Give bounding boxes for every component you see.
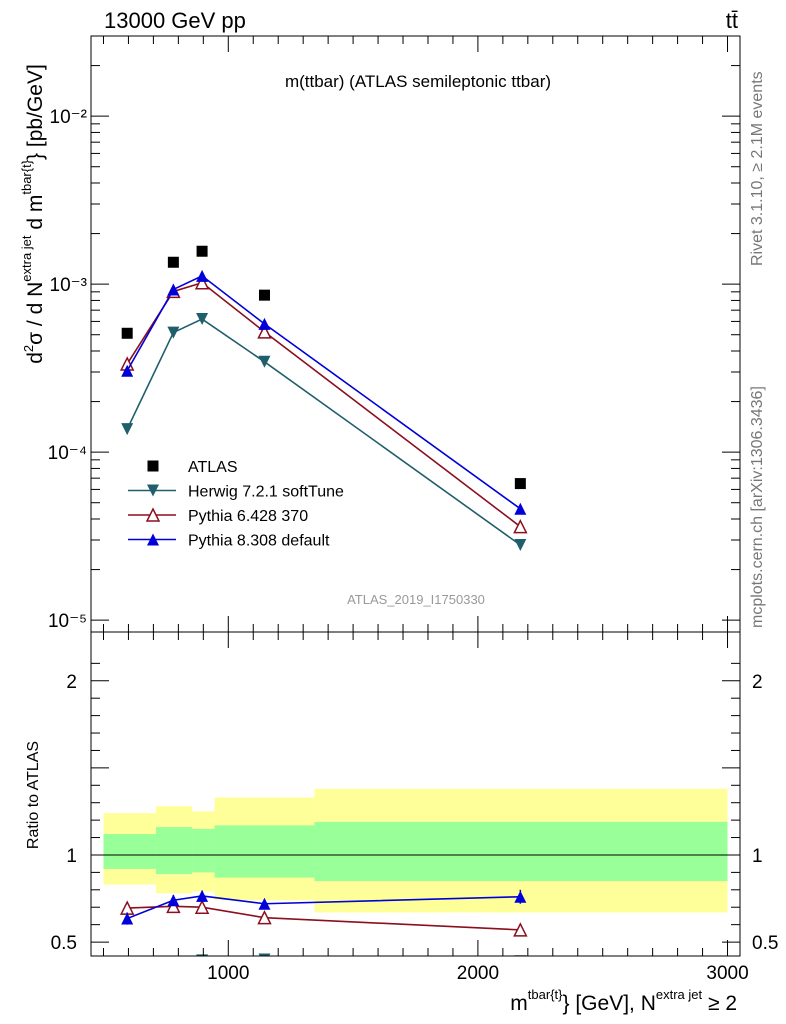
main-panel: m(ttbar) (ATLAS semileptonic ttbar) ATLA… (19, 35, 741, 633)
data-point (196, 313, 209, 326)
data-point (167, 326, 180, 339)
data-point (194, 275, 210, 290)
x-axis-label: mtbar{t}} [GeV], Nextra jet ≥ 2 (510, 987, 737, 1015)
ratio-series (119, 889, 528, 988)
ratio-point (121, 976, 133, 988)
y-tick-label: 10⁻⁵ (48, 611, 87, 632)
data-point (167, 283, 180, 296)
inner-band (155, 827, 193, 875)
ratio-y-axis-label: Ratio to ATLAS (25, 741, 42, 849)
data-point (121, 327, 133, 339)
ratio-point (514, 955, 527, 956)
main-series (119, 245, 528, 552)
y-tick-label: 0.5 (51, 933, 77, 954)
ratio-point (167, 957, 179, 969)
y-tick-label: 1 (66, 846, 77, 867)
y-tick-label: 10⁻⁴ (48, 443, 87, 464)
header-left-text: 13000 GeV pp (104, 8, 246, 33)
x-tick-label: 1000 (207, 963, 249, 984)
data-point (196, 245, 208, 257)
legend: ATLAS Herwig 7.2.1 softTune Pythia 6.428 3… (128, 459, 344, 550)
legend-marker (147, 533, 159, 546)
legend-marker (147, 460, 159, 472)
y-tick-label: 1 (752, 846, 763, 867)
data-point (514, 502, 527, 515)
main-watermark: ATLAS_2019_I1750330 (347, 592, 485, 607)
legend-label: Herwig 7.2.1 softTune (188, 484, 344, 501)
data-point (167, 256, 179, 268)
inner-band (103, 834, 156, 869)
legend-label: Pythia 8.308 default (188, 533, 330, 550)
ratio-point (194, 899, 210, 914)
y-tick-label: 2 (66, 672, 77, 693)
x-tick-label: 3000 (706, 963, 748, 984)
legend-marker (147, 484, 159, 497)
x-tick-label: 2000 (457, 963, 499, 984)
main-title: m(ttbar) (ATLAS semileptonic ttbar) (285, 72, 551, 91)
y-tick-label: 10⁻² (50, 107, 88, 128)
mcplots-text: mcplots.cern.ch [arXiv:1306.3436] (749, 386, 766, 628)
ratio-point (196, 889, 209, 902)
ratio-uncertainty-bands (103, 788, 728, 913)
data-point (121, 423, 134, 436)
ratio-point (166, 898, 181, 914)
main-y-axis-label: d2σ / d Nextra jet d mtbar{t}} [pb/GeV] (19, 64, 47, 364)
main-axis-ticks: 10⁻⁵ 10⁻⁴ 10⁻³ 10⁻² (48, 35, 740, 632)
ratio-panel-frame (90, 631, 741, 957)
y-tick-label: 0.5 (752, 933, 778, 954)
series-line (126, 274, 521, 510)
y-tick-label: 2 (752, 672, 763, 693)
data-point (513, 519, 528, 534)
ratio-point (258, 953, 271, 956)
data-point (257, 324, 272, 339)
y-tick-label: 10⁻³ (50, 275, 88, 296)
inner-band (214, 825, 315, 878)
data-point (258, 289, 270, 301)
rivet-version-text: Rivet 3.1.10, ≥ 2.1M events (749, 71, 766, 266)
ratio-point (257, 910, 272, 925)
ratio-point (121, 912, 134, 925)
inner-band (192, 828, 215, 873)
legend-marker (145, 507, 161, 522)
data-point (258, 317, 271, 330)
ratio-point (258, 897, 271, 910)
series-line (126, 318, 521, 546)
ratio-point (513, 922, 528, 937)
ratio-point (514, 890, 527, 903)
data-point (196, 269, 209, 282)
data-point (514, 478, 526, 490)
legend-label: Pythia 6.428 370 (188, 508, 308, 525)
legend-label: ATLAS (188, 459, 238, 476)
ratio-point (167, 894, 180, 907)
header-right-text: tt̄ (726, 8, 738, 33)
inner-band (314, 821, 728, 882)
data-point (514, 539, 527, 552)
data-point (121, 364, 134, 377)
data-point (258, 355, 271, 368)
